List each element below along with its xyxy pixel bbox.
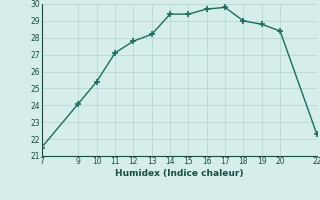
X-axis label: Humidex (Indice chaleur): Humidex (Indice chaleur) (115, 169, 244, 178)
